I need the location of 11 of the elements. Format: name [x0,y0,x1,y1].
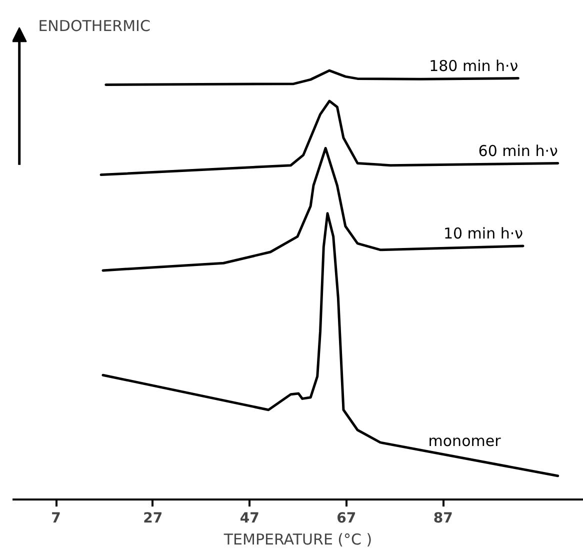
x-tick-label: 87 [433,510,453,526]
x-axis-title: TEMPERATURE (°C ) [222,530,372,548]
y-axis-title: ENDOTHERMIC [38,16,150,35]
series-label: 180 min h·ν [429,56,518,75]
x-tick-label: 27 [143,510,163,526]
x-tick-label: 47 [240,510,260,526]
series-label: monomer [428,432,502,450]
series-label: 10 min h·ν [443,224,524,243]
series-label: 60 min h·ν [478,142,558,160]
x-tick-label: 67 [336,510,356,526]
x-tick-label: 7 [51,510,61,526]
